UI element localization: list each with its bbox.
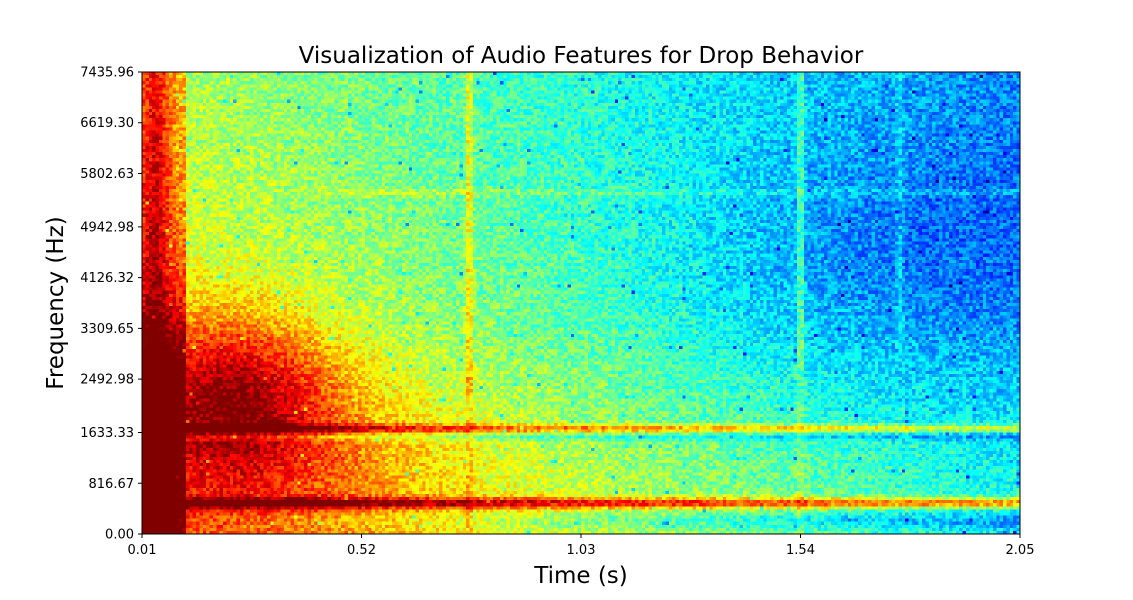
y-tick-label: 2492.98 [80, 373, 134, 388]
x-axis-ticks: 0.01 0.52 1.03 1.54 2.05 [128, 534, 1035, 558]
y-tick-label: 3309.65 [80, 322, 134, 337]
x-tick-label: 0.52 [347, 543, 376, 558]
x-axis-title: Time (s) [533, 563, 628, 589]
y-axis-title: Frequency (Hz) [43, 216, 69, 389]
x-tick-label: 0.01 [128, 543, 157, 558]
x-tick-label: 2.05 [1006, 543, 1035, 558]
plot-area [141, 71, 1021, 535]
chart-title: Visualization of Audio Features for Drop… [299, 43, 864, 69]
x-tick-label: 1.54 [786, 543, 815, 558]
x-tick-label: 1.03 [567, 543, 596, 558]
y-tick-label: 816.67 [89, 477, 135, 492]
y-tick-label: 1633.33 [80, 426, 134, 441]
y-tick-label: 6619.30 [80, 116, 134, 131]
y-tick-label: 5802.63 [80, 167, 134, 182]
y-tick-label: 4942.98 [80, 220, 134, 235]
y-tick-label: 4126.32 [80, 271, 134, 286]
y-tick-label: 7435.96 [80, 66, 134, 81]
spectrogram-heatmap [142, 72, 1020, 534]
y-axis-ticks: 0.00 816.67 1633.33 2492.98 3309.65 4126.32 49… [80, 66, 142, 543]
y-tick-label: 0.00 [105, 528, 134, 543]
